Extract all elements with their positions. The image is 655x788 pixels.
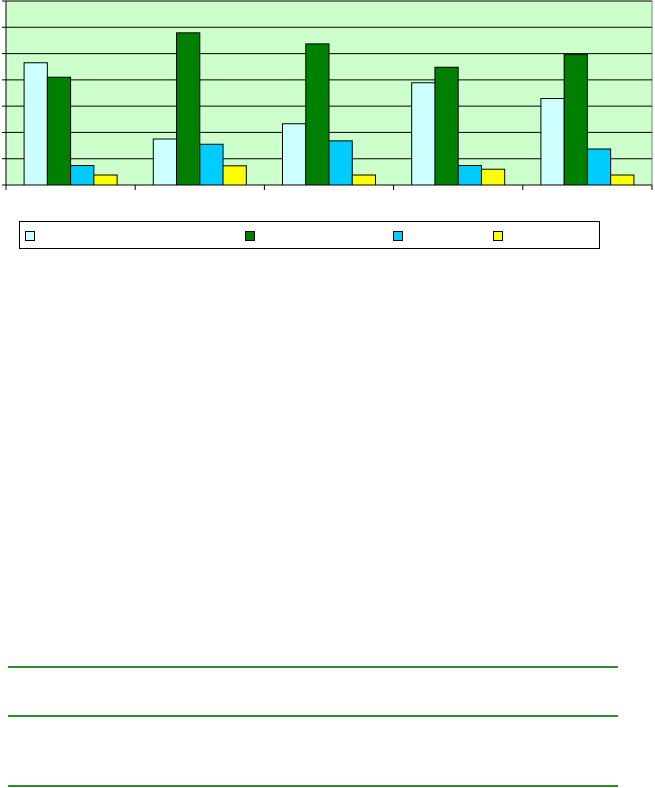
horizontal-rule-3 — [8, 785, 618, 787]
bar-series-3-group-2 — [199, 143, 224, 186]
legend-item-series-3 — [393, 230, 407, 242]
bar-series-4-group-5 — [610, 174, 635, 186]
bar-series-1-group-2 — [152, 138, 178, 186]
legend-item-series-2 — [245, 230, 259, 242]
bar-series-2-group-2 — [176, 32, 201, 186]
bar-series-4-group-2 — [222, 165, 247, 186]
bar-series-3-group-5 — [586, 148, 612, 186]
legend-swatch-series-2 — [245, 231, 255, 241]
legend-item-series-1 — [25, 230, 39, 242]
bar-series-4-group-1 — [93, 174, 118, 186]
bar-series-3-group-4 — [457, 165, 482, 186]
bar-series-1-group-4 — [411, 82, 436, 186]
bar-series-4-group-4 — [480, 168, 506, 186]
bar-series-1-group-5 — [540, 98, 565, 186]
legend-item-series-4 — [493, 230, 507, 242]
legend-swatch-series-3 — [393, 231, 403, 241]
bar-series-1-group-1 — [23, 62, 48, 186]
horizontal-rule-1 — [8, 666, 618, 668]
horizontal-rule-2 — [8, 715, 618, 717]
bar-series-2-group-5 — [563, 54, 588, 186]
bar-series-2-group-4 — [434, 66, 459, 186]
chart-legend — [19, 221, 600, 249]
legend-swatch-series-1 — [25, 231, 35, 241]
bar-series-2-group-1 — [46, 76, 72, 186]
bar-chart — [2, 0, 653, 190]
bar-series-3-group-3 — [328, 140, 353, 186]
bar-series-1-group-3 — [281, 123, 307, 186]
legend-swatch-series-4 — [493, 231, 503, 241]
bar-series-2-group-3 — [305, 43, 330, 186]
bar-series-4-group-3 — [351, 174, 377, 186]
bar-series-3-group-1 — [70, 165, 95, 186]
